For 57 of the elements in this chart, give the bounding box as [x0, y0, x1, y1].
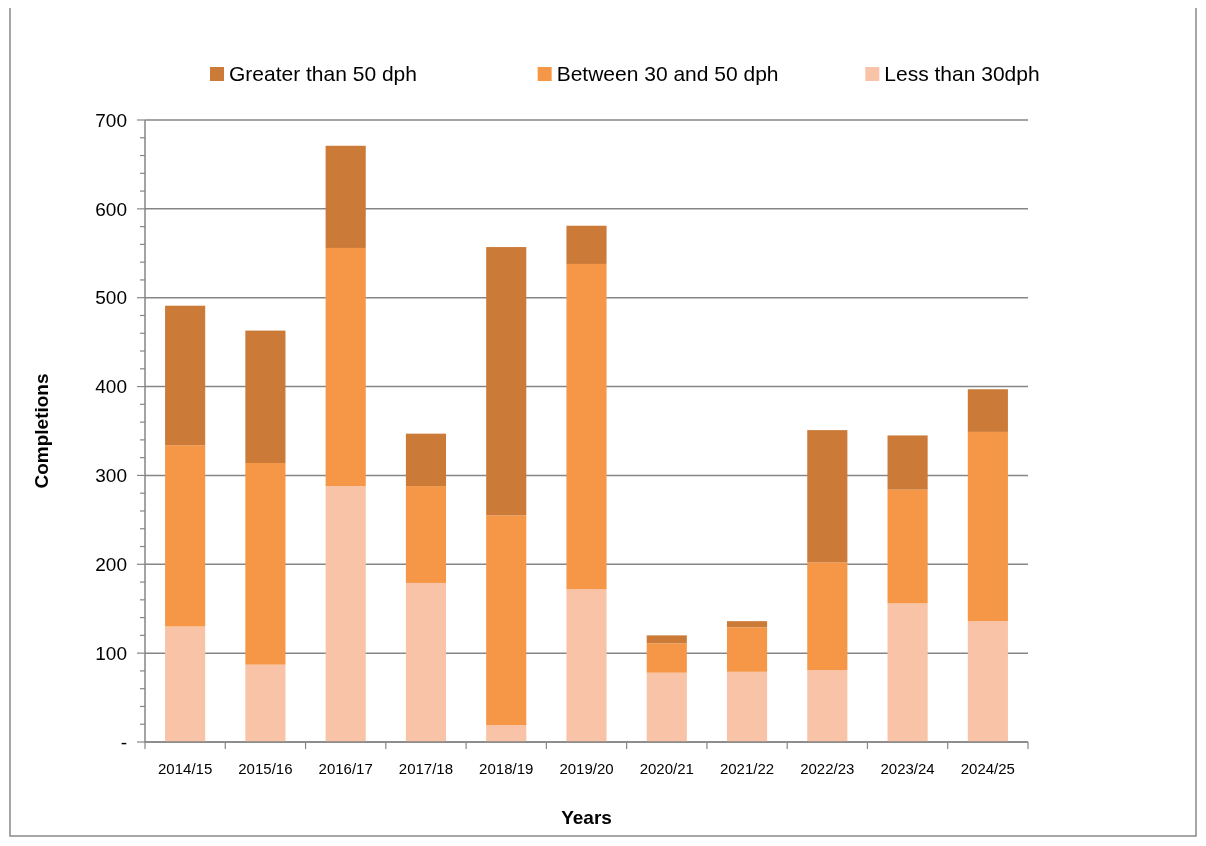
- bar: [646, 635, 687, 644]
- bar: [646, 672, 687, 742]
- bar: [887, 603, 928, 742]
- bar: [245, 330, 286, 463]
- bar: [726, 671, 768, 742]
- bar: [405, 486, 447, 583]
- bar: [807, 430, 848, 563]
- x-tick-label: 2020/21: [639, 760, 694, 777]
- x-tick-label: 2021/22: [719, 760, 775, 777]
- y-tick-label: 600: [95, 198, 127, 220]
- bar: [325, 247, 366, 487]
- x-tick-label: 2014/15: [158, 760, 213, 777]
- legend-label: Greater than 50 dph: [229, 62, 417, 86]
- bar: [967, 621, 1008, 742]
- bar: [566, 589, 607, 742]
- bar: [967, 389, 1008, 432]
- bar: [887, 435, 928, 490]
- bar: [807, 670, 848, 742]
- bar: [165, 445, 206, 627]
- y-tick-label: 100: [95, 642, 127, 664]
- x-tick-label: 2022/23: [800, 760, 855, 777]
- bar: [887, 489, 928, 604]
- bar: [566, 263, 607, 590]
- bar: [165, 305, 206, 446]
- y-tick-label: 500: [95, 287, 127, 309]
- y-tick-label: 200: [95, 553, 127, 575]
- bar: [486, 725, 527, 742]
- legend-label: Less than 30dph: [884, 62, 1040, 86]
- x-tick-label: 2015/16: [238, 760, 293, 777]
- bar: [325, 486, 366, 742]
- bar: [486, 515, 527, 726]
- bar: [726, 627, 768, 672]
- bar: [566, 225, 607, 264]
- x-tick-label: 2019/20: [559, 760, 614, 777]
- x-tick-label: 2023/24: [880, 760, 935, 777]
- bar: [967, 431, 1008, 622]
- y-axis-title: Completions: [31, 373, 52, 489]
- bar: [245, 462, 286, 665]
- bar: [486, 247, 527, 516]
- x-tick-label: 2018/19: [479, 760, 534, 777]
- y-tick-label: 700: [95, 109, 127, 131]
- x-tick-label: 2024/25: [960, 760, 1015, 777]
- legend-label: Between 30 and 50 dph: [556, 62, 779, 86]
- bar: [325, 145, 366, 248]
- bar: [646, 643, 687, 673]
- bar: [726, 621, 768, 628]
- x-axis-title: Years: [561, 807, 612, 828]
- bar: [245, 664, 286, 742]
- y-tick-label: 400: [95, 376, 127, 398]
- bar: [807, 562, 848, 671]
- x-tick-label: 2016/17: [318, 760, 373, 777]
- bar: [405, 582, 447, 742]
- x-tick-label: 2017/18: [398, 760, 454, 777]
- bar: [165, 626, 206, 742]
- y-tick-label: 300: [95, 465, 127, 487]
- bar: [405, 433, 447, 487]
- y-tick-label: -: [120, 731, 127, 753]
